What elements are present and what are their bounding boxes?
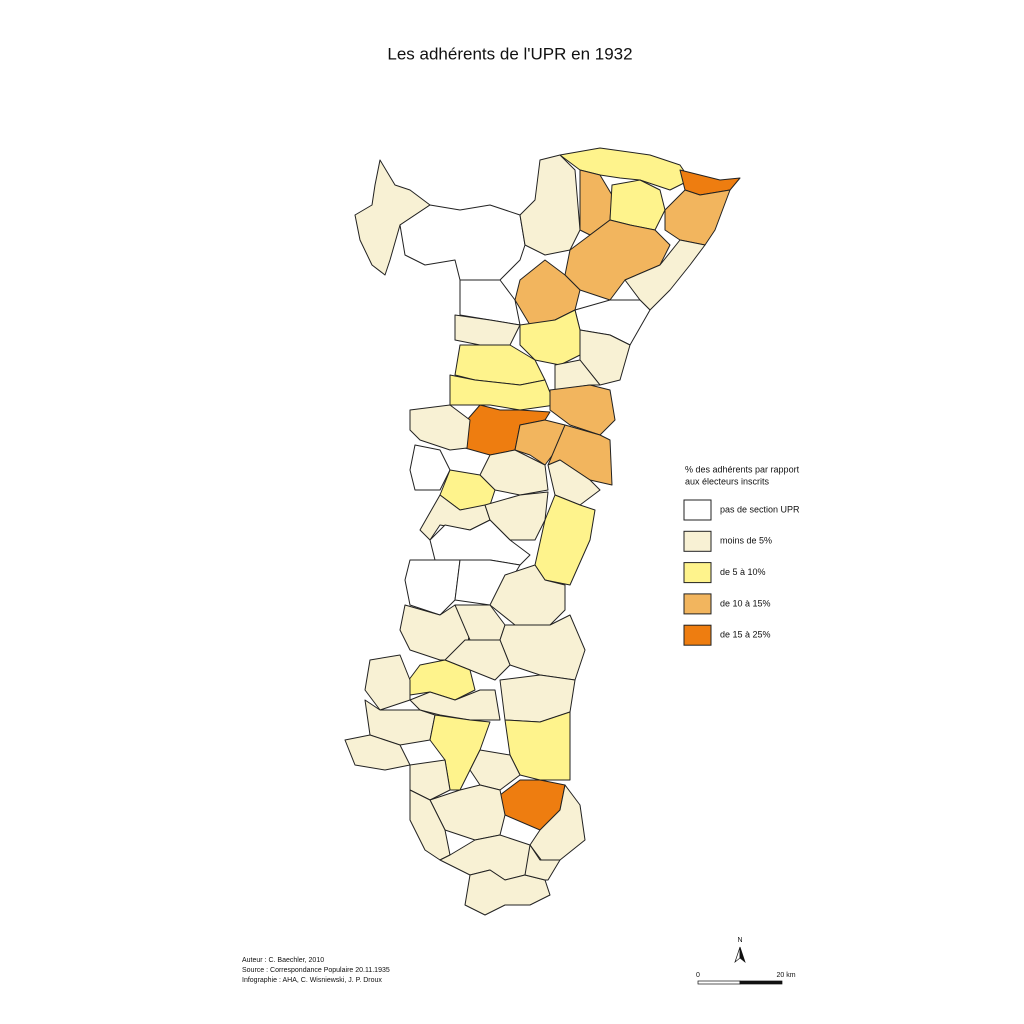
legend-label: de 5 à 10%: [720, 567, 766, 577]
map-title: Les adhérents de l'UPR en 1932: [387, 44, 632, 63]
north-arrow-right: [739, 946, 746, 964]
legend-label: de 10 à 15%: [720, 598, 771, 608]
regions: [344, 147, 741, 916]
region: [554, 359, 601, 391]
credit: Auteur : C. Baechler, 2010: [242, 957, 324, 964]
legend-swatch: [683, 624, 712, 646]
region: [409, 404, 471, 451]
legend-swatch: [683, 562, 712, 584]
legend-label: pas de section UPR: [720, 504, 800, 514]
north-arrow: N: [734, 937, 746, 964]
region: [409, 759, 451, 801]
scale-end: 20 km: [776, 972, 795, 979]
region: [464, 869, 551, 916]
region: [409, 689, 501, 721]
scale-segment: [697, 980, 741, 985]
north-label: N: [737, 937, 742, 944]
legend-title: % des adhérents par rapport: [685, 464, 800, 474]
scale-bar: 0 20 km: [696, 972, 796, 985]
credit: Source : Correspondance Populaire 20.11.…: [242, 967, 390, 974]
region: [524, 844, 561, 881]
region: [404, 559, 461, 616]
region: [404, 659, 476, 701]
region: [489, 564, 566, 626]
legend-swatch: [683, 593, 712, 615]
legend: % des adhérents par rapport aux électeur…: [683, 464, 800, 646]
region: [399, 204, 526, 281]
region: [549, 384, 616, 436]
legend-swatch: [683, 530, 712, 552]
region: [519, 154, 581, 256]
region: [534, 494, 596, 586]
legend-swatch: [683, 499, 712, 521]
legend-label: moins de 5%: [720, 536, 772, 546]
legend-label: de 15 à 25%: [720, 630, 771, 640]
region: [429, 714, 491, 791]
legend-title: aux électeurs inscrits: [685, 476, 770, 486]
region: [354, 159, 431, 276]
region: [409, 444, 451, 491]
scale-start: 0: [696, 972, 700, 979]
scale-segment: [739, 980, 783, 985]
credit: Infographie : AHA, C. Wisniewski, J. P. …: [242, 977, 382, 984]
